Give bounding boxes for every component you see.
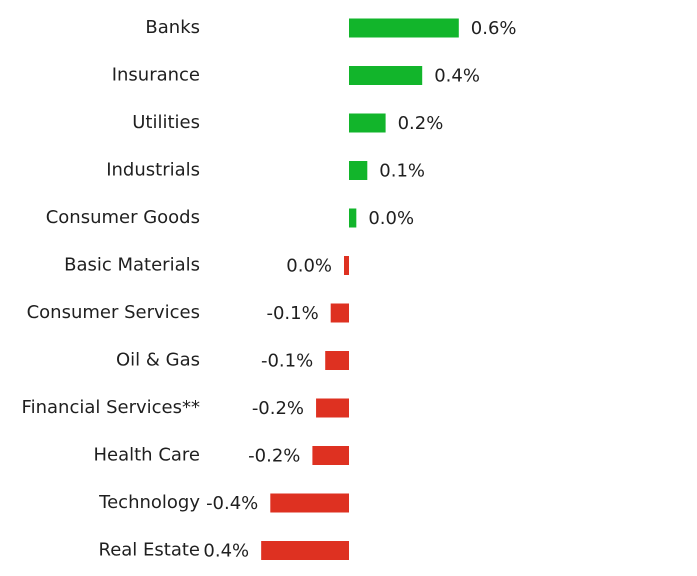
value-label-industrials: 0.1% bbox=[379, 161, 425, 182]
category-label-industrials: Industrials bbox=[106, 160, 200, 181]
bar-consumer-services bbox=[330, 303, 349, 323]
category-label-utilities: Utilities bbox=[132, 112, 200, 133]
value-label-insurance: 0.4% bbox=[434, 66, 480, 87]
bar-utilities bbox=[349, 113, 386, 133]
category-label-consumer-services: Consumer Services bbox=[27, 302, 200, 323]
category-label-insurance: Insurance bbox=[112, 65, 200, 86]
bar-consumer-goods bbox=[349, 208, 357, 228]
category-label-financial-services: Financial Services** bbox=[22, 397, 200, 418]
category-label-real-estate: Real Estate bbox=[99, 540, 201, 561]
value-label-oil-gas: -0.1% bbox=[261, 351, 313, 372]
bar-insurance bbox=[349, 66, 423, 85]
bar-technology bbox=[270, 493, 349, 513]
value-label-technology: -0.4% bbox=[206, 493, 258, 514]
value-label-utilities: 0.2% bbox=[398, 113, 444, 134]
value-label-consumer-goods: 0.0% bbox=[368, 208, 414, 229]
category-label-technology: Technology bbox=[98, 492, 200, 513]
bar-banks bbox=[349, 18, 459, 38]
value-label-health-care: -0.2% bbox=[248, 446, 300, 467]
category-label-health-care: Health Care bbox=[93, 445, 200, 466]
bar-health-care bbox=[312, 446, 349, 465]
value-label-real-estate: 0.4% bbox=[203, 541, 249, 562]
bar-industrials bbox=[349, 161, 368, 180]
category-label-consumer-goods: Consumer Goods bbox=[46, 207, 200, 228]
value-label-financial-services: -0.2% bbox=[252, 398, 304, 419]
category-labels-group: Banks Insurance Utilities Industrials Consum… bbox=[22, 17, 201, 561]
category-label-basic-materials: Basic Materials bbox=[64, 255, 200, 276]
value-labels-group: 0.6% 0.4% 0.2% 0.1% 0.0% 0.0% -0.1% -0.1% -0.2% -… bbox=[203, 18, 516, 562]
category-label-banks: Banks bbox=[145, 17, 200, 38]
value-label-consumer-services: -0.1% bbox=[266, 303, 318, 324]
value-label-banks: 0.6% bbox=[471, 18, 517, 39]
bar-oil-gas bbox=[325, 351, 349, 370]
bar-real-estate bbox=[261, 541, 349, 560]
bar-basic-materials bbox=[344, 256, 349, 275]
category-label-oil-gas: Oil & Gas bbox=[116, 350, 200, 371]
bar-financial-services bbox=[316, 398, 349, 418]
bars-group bbox=[261, 18, 459, 560]
value-label-basic-materials: 0.0% bbox=[286, 256, 332, 277]
